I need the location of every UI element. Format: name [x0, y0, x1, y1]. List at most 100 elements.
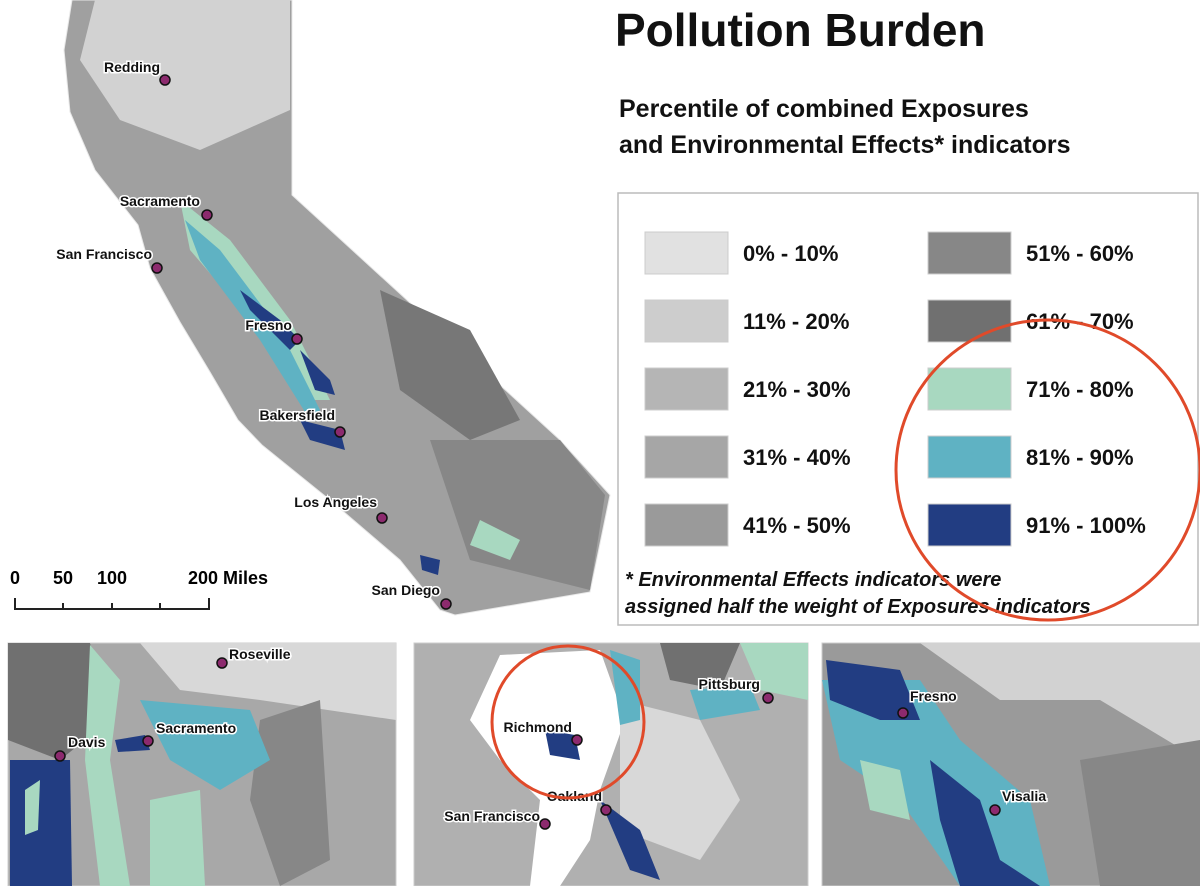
region: [300, 420, 345, 450]
subtitle: and Environmental Effects* indicators: [619, 131, 1071, 159]
main-map: Redding Sacramento San Francisco Fresno …: [55, 0, 611, 616]
region: [690, 685, 760, 720]
subtitle: Percentile of combined Exposures: [619, 95, 1029, 123]
city-label: Oakland: [547, 788, 602, 804]
region: [250, 700, 330, 886]
city-dot: [291, 333, 303, 345]
city-dot: [201, 209, 213, 221]
legend-swatch: [927, 367, 1012, 411]
scale-label: 0: [10, 568, 20, 588]
legend-swatch: [644, 231, 729, 275]
region: [660, 643, 740, 690]
legend-swatch: [644, 503, 729, 547]
city-dot: [216, 657, 228, 669]
footnote: * Environmental Effects indicators were: [625, 569, 1001, 591]
city-dot: [376, 512, 388, 524]
city-label: Davis: [68, 734, 106, 750]
city-dot: [539, 818, 551, 830]
region: [420, 555, 440, 575]
legend-swatch: [927, 503, 1012, 547]
city-label: Pittsburg: [699, 676, 760, 692]
inset-map: Fresno Visalia: [821, 642, 1200, 886]
city-label: Visalia: [1002, 788, 1046, 804]
scale-line: [14, 598, 210, 610]
region: [620, 700, 740, 860]
region: [920, 643, 1200, 760]
city-label: San Francisco: [56, 246, 152, 262]
region: [380, 290, 520, 440]
legend-label: 41% - 50%: [743, 513, 851, 538]
inset-map: Roseville Davis Sacramento: [7, 642, 397, 886]
region: [930, 760, 1040, 886]
city-label: Los Angeles: [294, 494, 377, 510]
region: [860, 760, 910, 820]
region: [140, 700, 270, 790]
scale-bar: 0 50 100 200 Miles: [10, 568, 268, 610]
legend-swatch: [927, 435, 1012, 479]
legend-label: 51% - 60%: [1026, 241, 1134, 266]
region: [430, 440, 605, 590]
region: [10, 760, 72, 886]
legend: 0% - 10% 11% - 20% 21% - 30% 31% - 40% 41% -…: [644, 231, 1146, 547]
legend-swatch: [644, 435, 729, 479]
city-dot: [600, 804, 612, 816]
region: [600, 800, 660, 880]
water: [470, 650, 625, 886]
city-dot: [334, 426, 346, 438]
legend-swatch: [927, 299, 1012, 343]
region: [300, 350, 335, 395]
city-dot: [571, 734, 583, 746]
city-dot: [142, 735, 154, 747]
city-dot: [440, 598, 452, 610]
city-label: Sacramento: [120, 193, 200, 209]
legend-swatch: [927, 231, 1012, 275]
scale-label: 200 Miles: [188, 568, 268, 588]
region: [1080, 740, 1200, 886]
legend-label: 31% - 40%: [743, 445, 851, 470]
city-label: Roseville: [229, 646, 291, 662]
inset-map: Pittsburg Richmond Oakland San Francisco: [413, 642, 809, 886]
region: [150, 790, 205, 886]
region: [140, 643, 396, 720]
legend-swatch: [644, 367, 729, 411]
legend-label: 71% - 80%: [1026, 377, 1134, 402]
region: [25, 780, 40, 835]
city-label: Bakersfield: [260, 407, 335, 423]
city-label: San Diego: [372, 582, 440, 598]
city-dot: [54, 750, 66, 762]
legend-label: 91% - 100%: [1026, 513, 1146, 538]
region: [826, 660, 920, 720]
region: [470, 520, 520, 560]
legend-swatch: [644, 299, 729, 343]
region: [610, 650, 640, 725]
region: [185, 220, 320, 420]
legend-label: 81% - 90%: [1026, 445, 1134, 470]
footnote: assigned half the weight of Exposures in…: [625, 596, 1091, 618]
city-dot: [989, 804, 1001, 816]
highlight-circle: [490, 644, 646, 800]
city-label: Richmond: [504, 719, 572, 735]
scale-label: 50: [53, 568, 73, 588]
highlight-circle: [894, 318, 1200, 622]
legend-label: 0% - 10%: [743, 241, 838, 266]
city-dot: [151, 262, 163, 274]
region: [115, 735, 150, 752]
legend-label: 11% - 20%: [743, 309, 849, 334]
region: [8, 643, 110, 760]
region: [80, 0, 290, 150]
city-label: Redding: [104, 59, 160, 75]
city-dot: [897, 707, 909, 719]
scale-label: 100: [97, 568, 127, 588]
city-dot: [159, 74, 171, 86]
city-label: San Francisco: [444, 808, 540, 824]
region: [740, 643, 808, 700]
title: Pollution Burden: [615, 4, 986, 56]
region: [240, 290, 300, 350]
city-label: Sacramento: [156, 720, 236, 736]
legend-label: 21% - 30%: [743, 377, 851, 402]
city-dot: [762, 692, 774, 704]
region: [545, 730, 580, 760]
region: [85, 645, 130, 886]
city-label: Fresno: [245, 317, 292, 333]
